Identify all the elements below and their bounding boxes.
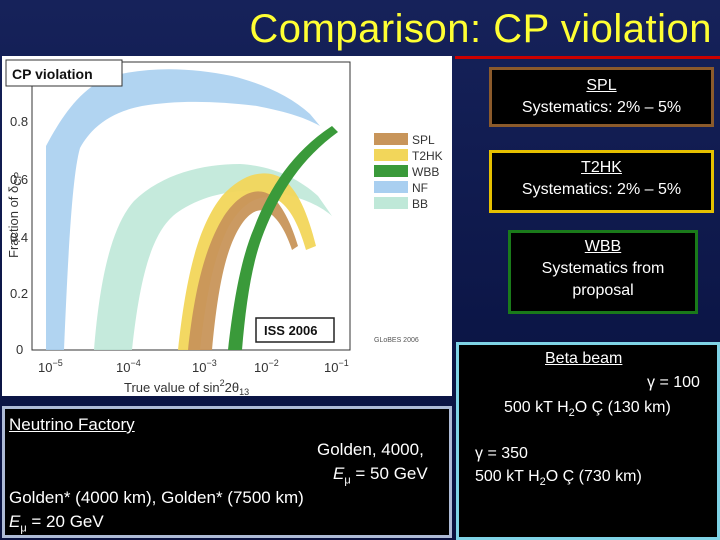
nf-line4: Eμ = 20 GeV — [9, 512, 104, 535]
legend-label: SPL — [412, 133, 435, 147]
spl-box-title: SPL — [586, 77, 617, 94]
panel-title-box — [5, 59, 123, 87]
beta-beam-title: Beta beam — [545, 350, 623, 367]
bb-band — [94, 164, 332, 350]
t2hk-box-text: Systematics: 2% – 5% — [521, 181, 682, 198]
y-axis-label: Fraction of δCP — [6, 172, 24, 258]
legend-label: NF — [412, 181, 428, 195]
x-tick-label: 10−4 — [116, 358, 141, 375]
x-tick-label: 10−2 — [254, 358, 279, 375]
x-tick-label: 10−3 — [192, 358, 217, 375]
beta-beam-detector-130: 500 kT H2O Ç (130 km) — [504, 399, 671, 420]
iss-badge: ISS 2006 — [264, 323, 318, 338]
panel-title: CP violation — [12, 66, 93, 82]
globes-credit: GLoBES 2006 — [374, 337, 419, 344]
t2hk-info-box: T2HK Systematics: 2% – 5% — [489, 150, 714, 213]
t2hk-box-title: T2HK — [581, 159, 622, 176]
t2hk-band — [178, 173, 316, 350]
spl-info-box: SPL Systematics: 2% – 5% — [489, 67, 714, 127]
wbb-box-title: WBB — [584, 238, 622, 255]
x-tick-label: 10−5 — [38, 358, 63, 375]
legend-swatch-nf — [374, 181, 408, 193]
spl-box-text: Systematics: 2% – 5% — [521, 99, 682, 116]
legend-label: WBB — [412, 165, 439, 179]
legend-label: T2HK — [412, 149, 443, 163]
legend-label: BB — [412, 197, 428, 211]
y-tick-label: 0.2 — [10, 286, 28, 301]
wbb-info-box: WBB Systematics from proposal — [508, 230, 698, 314]
legend-swatch-bb — [374, 197, 408, 209]
beta-beam-gamma-350: γ = 350 — [475, 445, 528, 462]
y-tick-label: 0.4 — [10, 230, 28, 245]
x-axis-label: True value of sin22θ13 — [124, 378, 249, 396]
beta-beam-box: Beta beam γ = 100 500 kT H2O Ç (130 km) … — [456, 342, 720, 540]
cp-violation-figure: 0.8 0.6 0.4 0.2 0 Fraction of δCP 10−5 1… — [2, 56, 452, 396]
spl-band — [188, 191, 298, 350]
beta-beam-gamma-100: γ = 100 — [647, 374, 700, 391]
beta-beam-detector-730: 500 kT H2O Ç (730 km) — [475, 468, 642, 489]
legend-swatch-wbb — [374, 165, 408, 177]
nf-title: Neutrino Factory — [9, 415, 135, 434]
nf-line3: Golden* (4000 km), Golden* (7500 km) — [9, 488, 304, 507]
wbb-band — [228, 126, 338, 350]
neutrino-factory-box: Neutrino Factory Golden, 4000, Eμ = 50 G… — [2, 406, 452, 538]
cp-violation-plot: 0.8 0.6 0.4 0.2 0 Fraction of δCP 10−5 1… — [5, 59, 443, 396]
legend-swatch-t2hk — [374, 149, 408, 161]
slide-title: Comparison: CP violation — [249, 7, 712, 51]
wbb-box-line1: Systematics from — [541, 260, 665, 277]
title-divider — [455, 56, 720, 59]
legend-swatch-spl — [374, 133, 408, 145]
nf-line1: Golden, 4000, — [317, 440, 424, 459]
wbb-box-line2: proposal — [572, 282, 634, 299]
y-tick-label: 0 — [16, 342, 23, 357]
iss-badge-box — [255, 317, 335, 343]
x-tick-label: 10−1 — [324, 358, 349, 375]
legend: SPL T2HK WBB NF BB — [374, 133, 443, 211]
nf-line2: Eμ = 50 GeV — [333, 464, 428, 487]
y-tick-label: 0.6 — [10, 172, 28, 187]
y-tick-label: 0.8 — [10, 114, 28, 129]
